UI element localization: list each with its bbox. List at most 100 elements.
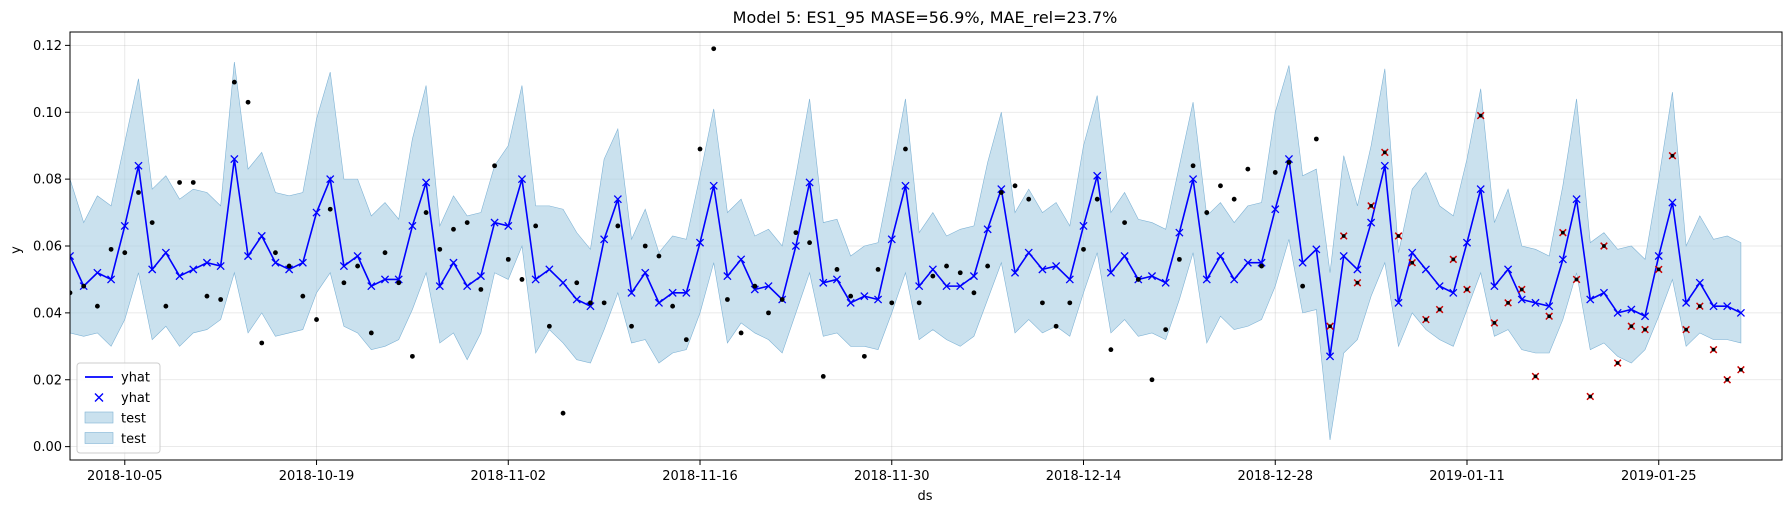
actual-point — [588, 300, 593, 306]
actual-point — [108, 246, 114, 252]
yhat-marker — [1531, 298, 1540, 307]
actual-point — [820, 374, 826, 379]
yhat-marker — [983, 225, 992, 234]
yhat-marker — [819, 278, 828, 287]
y-tick-label: 0.12 — [33, 39, 62, 54]
yhat-marker — [586, 302, 595, 311]
yhat-marker — [134, 161, 143, 170]
actual-point — [1108, 347, 1114, 353]
test-point — [1465, 287, 1469, 292]
yhat-marker — [874, 295, 883, 304]
actual-point — [204, 293, 210, 299]
yhat-marker — [1462, 238, 1472, 247]
actual-point — [368, 330, 374, 336]
actual-point — [1259, 263, 1264, 269]
legend-patch-swatch — [84, 432, 114, 444]
actual-point — [848, 293, 854, 299]
yhat-marker — [709, 181, 718, 190]
yhat-marker — [764, 282, 773, 291]
actual-point — [1286, 160, 1292, 165]
actual-point — [231, 79, 237, 85]
yhat-marker — [120, 221, 129, 230]
yhat-marker — [189, 265, 198, 274]
actual-point — [711, 46, 717, 52]
yhat-marker — [422, 178, 431, 187]
test-point — [1328, 324, 1332, 329]
actual-point — [478, 287, 484, 292]
actual-point — [492, 163, 497, 169]
actual-point — [985, 263, 991, 269]
actual-point — [903, 146, 908, 152]
test-point — [1643, 327, 1647, 332]
test-point — [1355, 280, 1360, 285]
y-tick-label: 0.06 — [33, 240, 62, 255]
actual-point — [259, 340, 265, 346]
yhat-marker — [1079, 221, 1088, 230]
yhat-marker — [682, 288, 691, 297]
actual-point — [1313, 136, 1319, 142]
yhat-marker — [1024, 248, 1033, 257]
test-point — [1547, 314, 1552, 319]
yhat-marker — [1312, 245, 1321, 254]
yhat-marker — [490, 218, 499, 227]
actual-point — [437, 246, 443, 252]
actual-point — [245, 99, 251, 105]
test-point — [1341, 234, 1346, 238]
actual-point — [574, 280, 580, 286]
actual-point — [1176, 256, 1182, 262]
yhat-marker — [1435, 282, 1444, 291]
actual-point — [1122, 220, 1127, 225]
yhat-marker — [517, 175, 527, 184]
yhat-marker — [271, 258, 280, 267]
yhat-marker — [613, 195, 622, 204]
actual-point — [1245, 166, 1251, 172]
yhat-marker — [148, 265, 157, 274]
yhat-marker — [1161, 278, 1170, 287]
yhat-marker — [805, 178, 814, 187]
x-axis-label: ds — [917, 489, 932, 504]
actual-point — [738, 330, 744, 336]
yhat-marker — [1175, 228, 1184, 237]
actual-point — [94, 303, 100, 309]
actual-point — [423, 210, 429, 215]
actual-point — [629, 323, 634, 329]
yhat-marker — [1517, 295, 1526, 304]
actual-point — [177, 180, 182, 185]
actual-point — [190, 180, 196, 185]
y-tick-label: 0.02 — [33, 373, 62, 388]
actual-point — [149, 220, 155, 225]
actual-point — [793, 230, 799, 236]
yhat-marker — [1504, 265, 1513, 274]
yhat-marker — [545, 265, 554, 274]
yhat-marker — [956, 282, 965, 291]
yhat-marker — [1380, 161, 1389, 170]
test-point — [1560, 230, 1565, 235]
yhat-marker — [1243, 258, 1252, 267]
actual-point — [1135, 277, 1141, 282]
yhat-marker — [1490, 282, 1499, 291]
yhat-marker — [1298, 258, 1307, 267]
yhat-marker — [107, 275, 116, 284]
yhat-marker — [1052, 262, 1061, 271]
actual-point — [656, 253, 662, 259]
yhat-marker — [641, 268, 650, 277]
yhat-marker — [175, 272, 184, 281]
test-point — [1478, 113, 1483, 118]
yhat-marker — [1627, 305, 1636, 314]
actual-point — [1204, 210, 1210, 215]
yhat-marker — [1421, 265, 1430, 274]
legend: yhat yhat test test — [76, 362, 161, 454]
actual-point — [807, 240, 812, 246]
test-point — [1574, 277, 1579, 282]
test-point — [1451, 257, 1456, 262]
actual-point — [341, 280, 347, 286]
actual-point — [861, 353, 867, 359]
test-point — [1684, 327, 1689, 332]
test-point — [1588, 394, 1593, 399]
actual-point — [875, 267, 881, 272]
actual-point — [560, 410, 566, 416]
yhat-marker — [1120, 251, 1129, 261]
actual-point — [1190, 163, 1196, 169]
actual-point — [615, 223, 621, 229]
yhat-marker — [997, 185, 1006, 194]
